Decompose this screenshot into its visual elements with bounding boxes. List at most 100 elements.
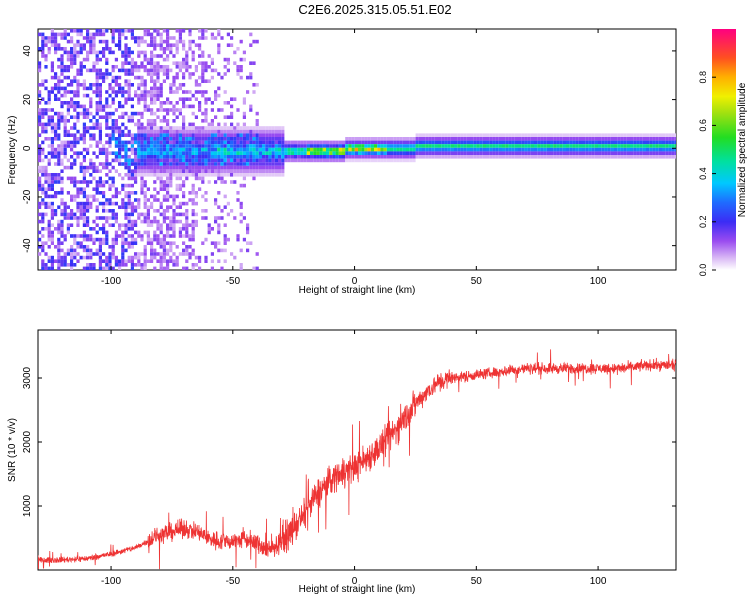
spectrogram-cell xyxy=(569,137,573,141)
spectrogram-cell xyxy=(118,140,122,145)
spectrogram-cell xyxy=(60,47,64,51)
spectrogram-cell xyxy=(105,263,109,267)
spectrogram-cell xyxy=(422,151,426,155)
spectrogram-cell xyxy=(66,165,70,170)
spectrogram-cell xyxy=(204,115,208,119)
spectrogram-cell xyxy=(153,162,157,166)
spectrogram-cell xyxy=(47,180,51,184)
spectrogram-cell xyxy=(111,133,115,137)
spectrogram-cell xyxy=(255,111,259,116)
spectrogram-cell xyxy=(130,104,134,109)
spectrogram-cell xyxy=(130,227,134,231)
spectrogram-cell xyxy=(217,248,221,253)
spectrogram-cell xyxy=(450,133,454,137)
spectrogram-cell xyxy=(124,227,128,231)
spectrogram-cell xyxy=(102,39,106,44)
spectrogram-cell xyxy=(674,137,676,141)
spectrogram-cell xyxy=(652,155,656,159)
spectrogram-cell xyxy=(236,147,240,152)
spectrogram-cell xyxy=(527,144,531,148)
spectrogram-cell xyxy=(41,201,45,206)
spectrogram-cell xyxy=(137,230,141,235)
spectrogram-cell xyxy=(191,183,195,188)
spectrogram-cell xyxy=(274,129,278,134)
spectrogram-cell xyxy=(166,176,170,181)
spectrogram-cell xyxy=(63,201,67,206)
spectrogram-cell xyxy=(364,137,368,141)
spectrogram-cell xyxy=(169,162,173,166)
spectrogram-cell xyxy=(262,147,266,152)
spectrogram-cell xyxy=(271,129,275,134)
spectrogram-cell xyxy=(60,212,64,217)
spectrogram-cell xyxy=(217,86,221,91)
spectrogram-cell xyxy=(41,32,45,37)
spectrogram-cell xyxy=(92,36,96,40)
spectrogram-cell xyxy=(402,147,406,152)
spectrogram-cell xyxy=(588,140,592,145)
spectrogram-cell xyxy=(633,155,637,159)
spectrogram-cell xyxy=(95,169,99,173)
spectrogram-cell xyxy=(342,140,346,145)
spectrogram-cell xyxy=(86,183,90,188)
spectrogram-cell xyxy=(41,83,45,87)
spectrogram-cell xyxy=(540,151,544,155)
spectrogram-cell xyxy=(124,43,128,47)
spectrogram-cell xyxy=(191,137,195,141)
spectrogram-cell xyxy=(409,151,413,155)
spectrogram-cell xyxy=(626,155,630,159)
spectrogram-cell xyxy=(396,140,400,145)
spectrogram-cell xyxy=(175,133,179,137)
spectrogram-cell xyxy=(156,137,160,141)
spectrogram-cell xyxy=(70,209,74,213)
spectrogram-cell xyxy=(82,266,86,270)
spectrogram-cell xyxy=(137,201,141,206)
spectrogram-cell xyxy=(569,133,573,137)
spectrogram-cell xyxy=(162,198,166,202)
spectrogram-cell xyxy=(319,140,323,145)
spectrogram-cell xyxy=(511,147,515,152)
spectrogram-cell xyxy=(47,237,51,242)
spectrogram-cell xyxy=(220,180,224,184)
spectrogram-cell xyxy=(60,162,64,166)
spectrogram-cell xyxy=(274,155,278,159)
spectrogram-cell xyxy=(310,158,314,163)
spectrogram-cell xyxy=(210,144,214,148)
spectrogram-cell xyxy=(262,140,266,145)
spectrogram-cell xyxy=(191,187,195,191)
spectrogram-cell xyxy=(457,144,461,148)
spectrogram-cell xyxy=(198,173,202,177)
spectrogram-cell xyxy=(66,101,70,105)
spectrogram-cell xyxy=(57,90,61,94)
spectrogram-cell xyxy=(348,147,352,152)
spectrogram-cell xyxy=(210,140,214,145)
spectrogram-cell xyxy=(239,75,243,80)
spectrogram-cell xyxy=(92,47,96,51)
spectrogram-cell xyxy=(54,47,58,51)
spectrogram-cell xyxy=(226,137,230,141)
spectrogram-cell xyxy=(377,137,381,141)
spectrogram-cell xyxy=(393,140,397,145)
spectrogram-cell xyxy=(114,169,118,173)
spectrogram-cell xyxy=(166,32,170,37)
spectrogram-cell xyxy=(191,237,195,242)
spectrogram-cell xyxy=(274,151,278,155)
spectrogram-cell xyxy=(566,144,570,148)
spectrogram-cell xyxy=(140,75,144,80)
spectrogram-cell xyxy=(454,144,458,148)
spectrogram-cell xyxy=(210,75,214,80)
spectrogram-cell xyxy=(150,101,154,105)
spectrogram-cell xyxy=(98,191,102,195)
spectrogram-cell xyxy=(201,241,205,245)
spectrogram-cell xyxy=(159,54,163,58)
spectrogram-cell xyxy=(274,165,278,170)
spectrogram-cell xyxy=(185,90,189,94)
spectrogram-cell xyxy=(575,140,579,145)
spectrogram-cell xyxy=(82,155,86,159)
spectrogram-cell xyxy=(223,155,227,159)
spectrogram-cell xyxy=(230,122,234,127)
spectrogram-cell xyxy=(137,126,141,130)
spectrogram-cell xyxy=(540,155,544,159)
spectrogram-cell xyxy=(246,227,250,231)
spectrogram-cell xyxy=(70,245,74,249)
spectrogram-cell xyxy=(530,151,534,155)
